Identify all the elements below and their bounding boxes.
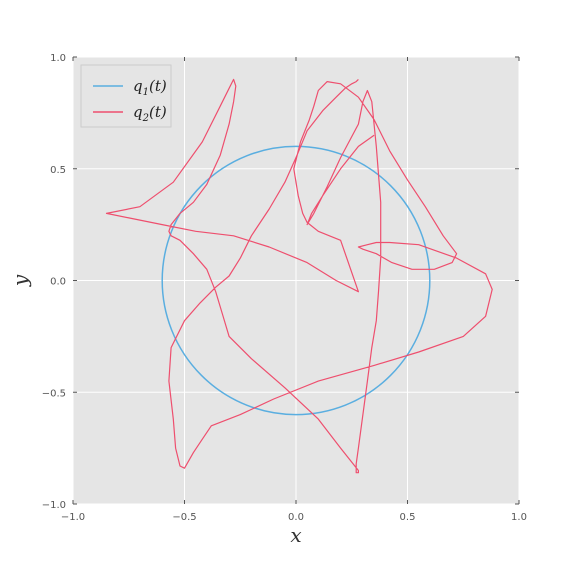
x-tick-label: 0.0 — [288, 512, 304, 523]
series-line-q1 — [161, 145, 431, 416]
x-tick-label: 1.0 — [511, 512, 527, 523]
y-tick-label: 0.0 — [50, 277, 66, 288]
legend-box — [80, 64, 172, 128]
y-tick-label: 1.0 — [50, 53, 66, 64]
y-axis-label: y — [8, 274, 32, 287]
y-tick-label: −1.0 — [42, 500, 66, 511]
x-axis-label: x — [290, 523, 301, 547]
x-tick-label: 0.5 — [400, 512, 416, 523]
legend-label-1: q1(t) — [133, 77, 167, 98]
series-line-q2 — [105, 78, 493, 474]
x-tick-label: −1.0 — [61, 512, 85, 523]
legend: q1(t) q2(t) — [80, 64, 172, 128]
ticks: −1.0 −0.5 0.0 0.5 1.0 −1.0 −0.5 0.0 0.5 1.0 — [42, 53, 527, 523]
grid-lines — [72, 56, 520, 505]
y-tick-label: 0.5 — [50, 165, 66, 176]
y-tick-label: −0.5 — [42, 388, 66, 399]
series-layer — [105, 78, 493, 474]
legend-label-2: q2(t) — [133, 103, 167, 124]
x-tick-label: −0.5 — [172, 512, 196, 523]
